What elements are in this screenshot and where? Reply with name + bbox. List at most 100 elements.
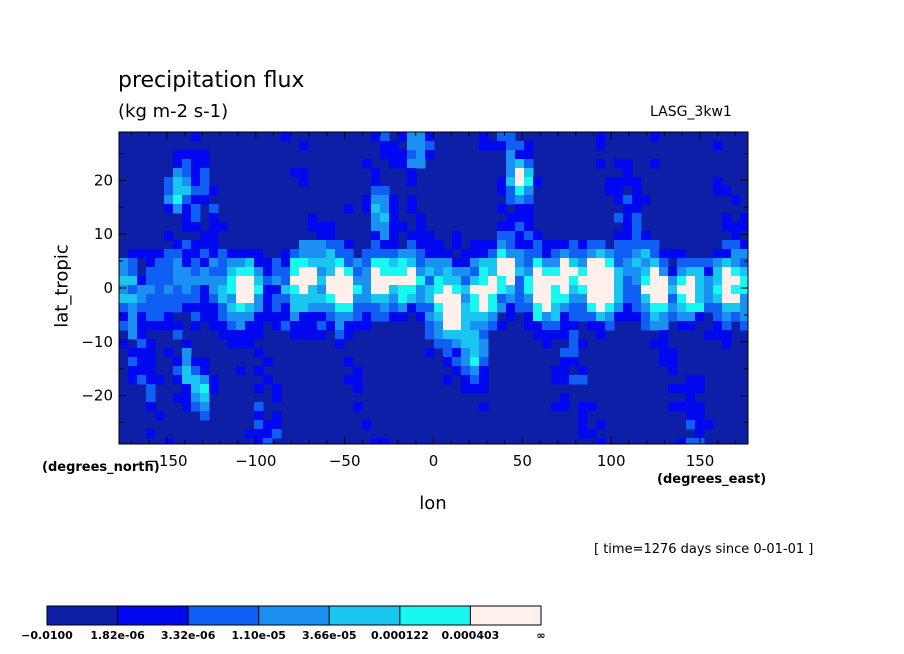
field-cell xyxy=(164,258,174,268)
field-cell xyxy=(389,285,399,295)
field-cell xyxy=(146,285,156,295)
field-cell xyxy=(479,321,489,331)
field-cell xyxy=(695,420,705,430)
field-cell xyxy=(578,339,588,349)
field-cell xyxy=(434,258,444,268)
field-cell xyxy=(191,240,201,250)
field-cell xyxy=(596,330,606,340)
field-cell xyxy=(668,249,678,259)
field-cell xyxy=(173,294,183,304)
field-cell xyxy=(191,384,201,394)
field-cell xyxy=(461,303,471,313)
field-cell xyxy=(650,321,660,331)
field-cell xyxy=(560,366,570,376)
field-cell xyxy=(335,240,345,250)
field-cell xyxy=(380,267,390,277)
field-cell xyxy=(173,276,183,286)
field-cell xyxy=(668,348,678,358)
field-cell xyxy=(362,321,372,331)
field-cell xyxy=(524,276,534,286)
field-cell xyxy=(515,285,525,295)
field-cell xyxy=(533,249,543,259)
field-cell xyxy=(470,249,480,259)
field-cell xyxy=(713,276,723,286)
field-cell xyxy=(128,258,138,268)
field-cell xyxy=(362,303,372,313)
field-cell xyxy=(308,240,318,250)
field-cell xyxy=(461,357,471,367)
field-cell xyxy=(515,150,525,160)
field-cell xyxy=(416,132,426,142)
field-cell xyxy=(659,357,669,367)
field-cell xyxy=(146,375,156,385)
field-cell xyxy=(407,231,417,241)
field-cell xyxy=(191,168,201,178)
field-cell xyxy=(542,339,552,349)
field-cell xyxy=(479,375,489,385)
field-cell xyxy=(137,294,147,304)
field-cell xyxy=(452,294,462,304)
field-cell xyxy=(695,384,705,394)
field-cell xyxy=(650,240,660,250)
field-cell xyxy=(569,348,579,358)
field-cell xyxy=(416,213,426,223)
field-cell xyxy=(668,267,678,277)
field-cell xyxy=(299,240,309,250)
field-cell xyxy=(344,312,354,322)
field-cell xyxy=(389,222,399,232)
field-cell xyxy=(479,285,489,295)
field-cell xyxy=(560,330,570,340)
field-cell xyxy=(191,159,201,169)
field-cell xyxy=(542,285,552,295)
field-cell xyxy=(380,258,390,268)
field-cell xyxy=(398,294,408,304)
field-cell xyxy=(209,267,219,277)
field-cell xyxy=(371,258,381,268)
colorbar-swatch xyxy=(328,605,401,626)
field-cell xyxy=(560,267,570,277)
field-cell xyxy=(659,294,669,304)
field-cell xyxy=(434,240,444,250)
field-cell xyxy=(605,312,615,322)
field-cell xyxy=(299,258,309,268)
field-cell xyxy=(155,294,165,304)
field-cell xyxy=(164,303,174,313)
field-cell xyxy=(524,303,534,313)
field-cell xyxy=(146,258,156,268)
field-cell xyxy=(254,384,264,394)
field-cell xyxy=(236,249,246,259)
field-cell xyxy=(308,213,318,223)
field-cell xyxy=(524,168,534,178)
field-cell xyxy=(668,402,678,412)
field-cell xyxy=(740,258,748,268)
field-cell xyxy=(191,303,201,313)
field-cell xyxy=(182,177,192,187)
field-cell xyxy=(479,132,489,142)
field-cell xyxy=(281,285,291,295)
field-cell xyxy=(344,249,354,259)
field-cell xyxy=(371,195,381,205)
field-cell xyxy=(407,141,417,151)
field-cell xyxy=(470,303,480,313)
field-cell xyxy=(542,294,552,304)
field-cell xyxy=(569,339,579,349)
field-cell xyxy=(740,240,748,250)
field-cell xyxy=(623,267,633,277)
field-cell xyxy=(632,222,642,232)
field-cell xyxy=(524,249,534,259)
field-cell xyxy=(443,303,453,313)
field-cell xyxy=(497,294,507,304)
field-cell xyxy=(146,402,156,412)
field-cell xyxy=(416,258,426,268)
field-cell xyxy=(515,186,525,196)
field-cell xyxy=(551,240,561,250)
field-cell xyxy=(542,330,552,340)
field-cell xyxy=(614,249,624,259)
field-cell xyxy=(326,249,336,259)
field-cell xyxy=(551,321,561,331)
field-cell xyxy=(398,267,408,277)
field-cell xyxy=(488,240,498,250)
field-cell xyxy=(182,195,192,205)
field-cell xyxy=(641,294,651,304)
field-cell xyxy=(254,330,264,340)
